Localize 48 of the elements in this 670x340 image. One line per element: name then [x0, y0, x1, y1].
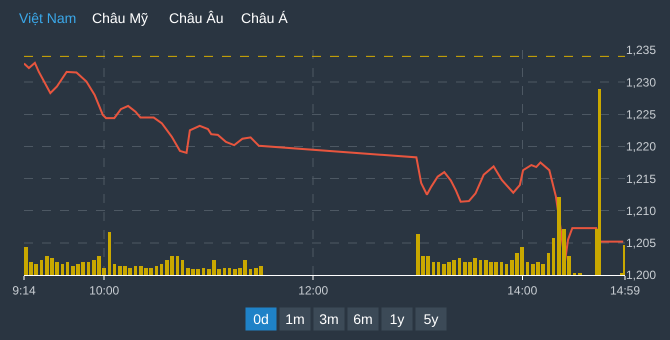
y-tick-label: 1,225 [626, 107, 656, 122]
bar [155, 266, 158, 275]
y-tick-label: 1,230 [626, 75, 656, 90]
bar [181, 260, 184, 275]
bar [500, 262, 503, 275]
bar [160, 264, 163, 275]
x-tick-label: 9:14 [12, 283, 36, 298]
bar [505, 264, 508, 275]
bar [176, 256, 179, 275]
bar [547, 253, 550, 275]
text: Châu Á [241, 10, 288, 26]
y-tick-label: 1,220 [626, 140, 656, 154]
y-tick-label: 1,210 [626, 204, 656, 218]
text: Việt Nam [19, 10, 76, 26]
y-tick-label: 1,215 [626, 172, 656, 186]
text: 3m [319, 311, 339, 327]
bar [113, 264, 116, 275]
x-tick-label: 14:00 [507, 283, 538, 298]
text: 1y [390, 311, 404, 327]
x-tick-label: 14:59 [610, 283, 640, 298]
bar [40, 260, 43, 275]
bar [458, 258, 461, 275]
bar [202, 268, 205, 275]
bar [61, 264, 64, 275]
bar [223, 268, 226, 275]
bar [598, 89, 601, 275]
bar [66, 262, 69, 275]
text: Châu Âu [169, 10, 224, 26]
bar [249, 269, 252, 275]
text: 1m [285, 311, 305, 327]
bar [552, 238, 555, 275]
text: Châu Mỹ [92, 10, 148, 26]
y-tick-label: 1,235 [626, 43, 656, 58]
bar [437, 262, 440, 275]
bar [479, 260, 482, 275]
bar [134, 266, 137, 275]
text: 0d [253, 311, 269, 327]
x-tick-label: 10:00 [89, 283, 120, 298]
text: 5y [424, 311, 438, 327]
bar [228, 268, 231, 275]
y-tick-label: 1,205 [626, 236, 656, 250]
y-tick-label: 1,200 [626, 268, 656, 282]
x-tick-label: 12:00 [298, 283, 329, 298]
bar [108, 232, 111, 275]
bar [432, 262, 435, 275]
bar [87, 262, 90, 275]
bar [526, 262, 529, 275]
text: 6m [353, 311, 373, 327]
